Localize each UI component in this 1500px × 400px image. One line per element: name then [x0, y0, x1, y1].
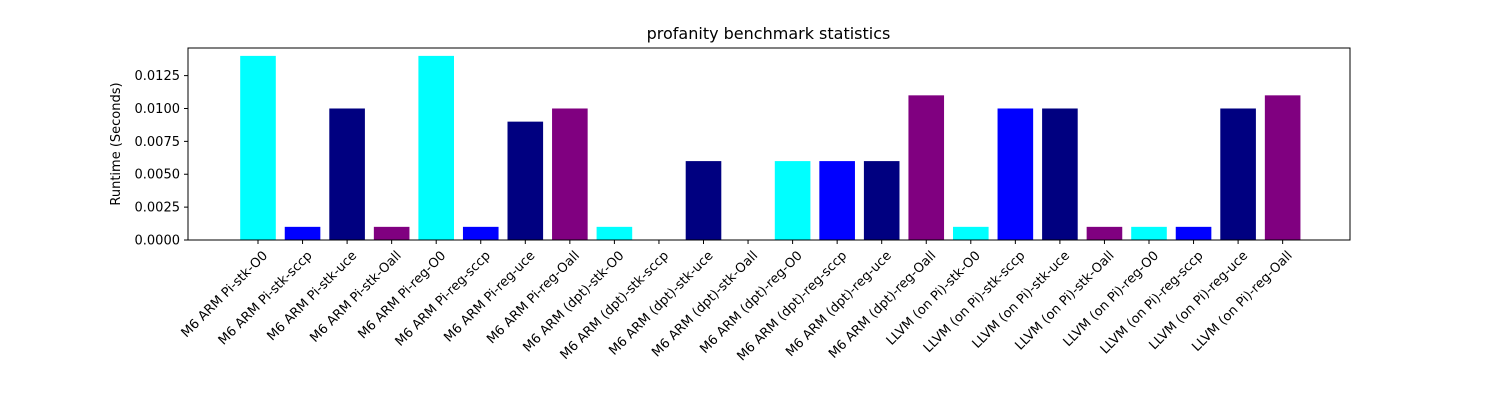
bar-4	[418, 55, 454, 240]
x-tick-label-0: M6 ARM Pi-stk-O0	[179, 248, 271, 340]
bar-3	[373, 226, 410, 240]
bar-19	[1086, 226, 1123, 240]
bar-21	[1175, 226, 1212, 240]
plot-frame	[187, 47, 1351, 241]
bar-5	[462, 226, 499, 240]
y-tick-label-2: 0.0050	[135, 168, 181, 183]
bar-23	[1264, 95, 1301, 240]
bar-13	[819, 161, 855, 240]
bar-10	[685, 161, 722, 240]
bar-7	[552, 108, 588, 241]
y-tick-label-3: 0.0075	[135, 135, 181, 150]
bar-16	[953, 226, 989, 240]
chart-title: profanity benchmark statistics	[647, 24, 891, 43]
y-axis: 0.0000 0.0025 0.0050 0.0075 0.0100 0.0125	[135, 69, 188, 249]
bar-2	[329, 108, 365, 241]
bar-12	[774, 161, 811, 240]
bar-8	[596, 226, 633, 240]
bar-17	[997, 108, 1034, 241]
bar-22	[1220, 108, 1256, 241]
bar-14	[863, 161, 900, 240]
bars-layer	[240, 55, 1301, 241]
bar-0	[240, 55, 276, 240]
y-tick-label-0: 0.0000	[135, 234, 181, 249]
y-tick-label-1: 0.0025	[135, 201, 181, 216]
y-tick-label-4: 0.0100	[135, 102, 181, 117]
y-tick-label-5: 0.0125	[135, 69, 181, 84]
bar-20	[1131, 226, 1167, 240]
bar-1	[284, 226, 321, 240]
y-axis-label: Runtime (Seconds)	[109, 82, 124, 205]
bar-6	[507, 121, 544, 240]
bar-15	[908, 95, 945, 240]
bar-18	[1042, 108, 1078, 241]
